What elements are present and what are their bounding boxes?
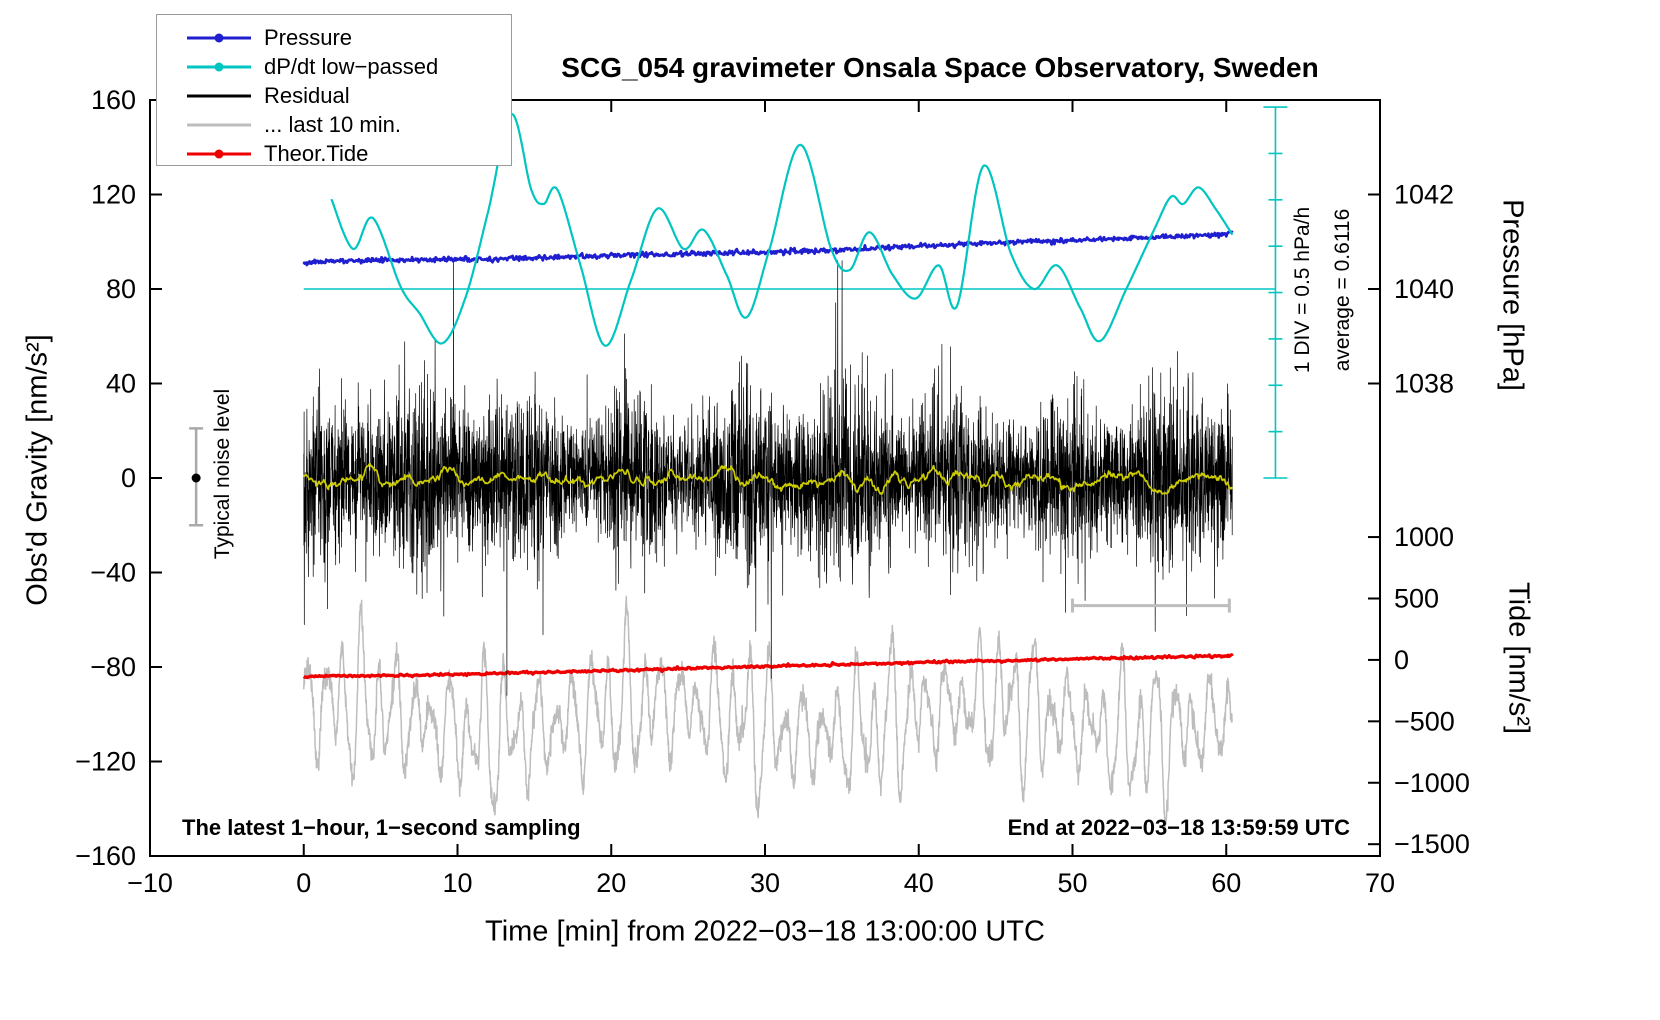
legend-label: dP/dt low−passed [264, 53, 439, 79]
x-tick-label: 60 [1211, 868, 1241, 898]
legend-item-pressure: Pressure [157, 23, 511, 52]
y-tick-label-gravity: 40 [106, 369, 136, 399]
x-tick-label: 10 [442, 868, 472, 898]
series-group [302, 106, 1288, 828]
average-value-label: average = 0.6116 [1331, 208, 1354, 372]
y-tick-label-tide: 500 [1394, 583, 1439, 613]
y-tick-label-gravity: 160 [91, 85, 136, 115]
tide-line-swatch-icon [187, 148, 251, 160]
series-dpdt-lowpassed [330, 113, 1234, 347]
y-axis-label-gravity: Obs'd Gravity [nm/s²] [21, 334, 54, 606]
legend-label: Residual [264, 82, 350, 108]
series-residual [303, 260, 1233, 696]
legend-item-last10: ... last 10 min. [157, 110, 511, 139]
dpdt-line-swatch-icon [187, 61, 251, 73]
y-tick-label-gravity: −120 [75, 747, 136, 777]
legend-item-dpdt: dP/dt low−passed [157, 52, 511, 81]
legend-label: Pressure [264, 24, 353, 50]
last10-scale-bar [1071, 598, 1231, 613]
x-tick-label: 70 [1365, 868, 1395, 898]
legend-item-tide: Theor.Tide [157, 139, 511, 168]
legend-label: Theor.Tide [264, 140, 369, 166]
y-tick-label-gravity: −80 [90, 652, 136, 682]
residual-line-swatch-icon [187, 90, 251, 102]
y-tick-label-gravity: 80 [106, 274, 136, 304]
pressure-line-swatch-icon [187, 32, 251, 44]
series-residual-last-10-min [303, 595, 1233, 828]
y-tick-label-tide: 0 [1394, 645, 1409, 675]
y-tick-label-tide: −1000 [1394, 768, 1470, 798]
x-tick-label: 30 [750, 868, 780, 898]
page-title: SCG_054 gravimeter Onsala Space Observat… [561, 52, 1319, 83]
x-tick-label: −10 [127, 868, 173, 898]
legend: Pressure dP/dt low−passed Residual ... l… [156, 14, 512, 166]
x-tick-label: 40 [904, 868, 934, 898]
x-tick-label: 20 [596, 868, 626, 898]
typical-noise-level-label: Typical noise level [211, 388, 234, 560]
y-tick-label-tide: −1500 [1394, 829, 1470, 859]
div-ruler [1263, 106, 1288, 479]
y-tick-label-tide: 1000 [1394, 522, 1454, 552]
x-tick-label: 0 [296, 868, 311, 898]
series-theoretical-tide [302, 653, 1234, 680]
legend-item-residual: Residual [157, 81, 511, 110]
legend-label: ... last 10 min. [264, 111, 401, 137]
y-axis-label-tide: Tide [nm/s²] [1502, 581, 1535, 735]
y-tick-label-gravity: 120 [91, 180, 136, 210]
end-time-note: End at 2022−03−18 13:59:59 UTC [1007, 815, 1350, 840]
y-tick-label-pressure: 1040 [1394, 274, 1454, 304]
div-scale-label: 1 DIV = 0.5 hPa/h [1291, 206, 1314, 374]
y-axis-label-pressure: Pressure [hPa] [1496, 199, 1529, 391]
x-axis-label: Time [min] from 2022−03−18 13:00:00 UTC [485, 915, 1045, 948]
series-pressure [302, 230, 1234, 267]
sampling-note: The latest 1−hour, 1−second sampling [182, 815, 581, 840]
y-tick-label-gravity: −160 [75, 841, 136, 871]
y-tick-label-pressure: 1042 [1394, 180, 1454, 210]
noise-level-marker [189, 427, 204, 527]
y-tick-label-gravity: 0 [121, 463, 136, 493]
axis-tick-labels: −10 0 10 20 30 40 50 60 70 −160 −120 −80 −40 0 40 80 120… [75, 85, 1470, 898]
y-tick-label-pressure: 1038 [1394, 369, 1454, 399]
y-tick-label-gravity: −40 [90, 558, 136, 588]
series-residual-lowpassed [303, 462, 1234, 495]
noise-level-dot [191, 473, 201, 483]
last10-line-swatch-icon [187, 119, 251, 131]
x-tick-label: 50 [1057, 868, 1087, 898]
y-tick-label-tide: −500 [1394, 706, 1455, 736]
